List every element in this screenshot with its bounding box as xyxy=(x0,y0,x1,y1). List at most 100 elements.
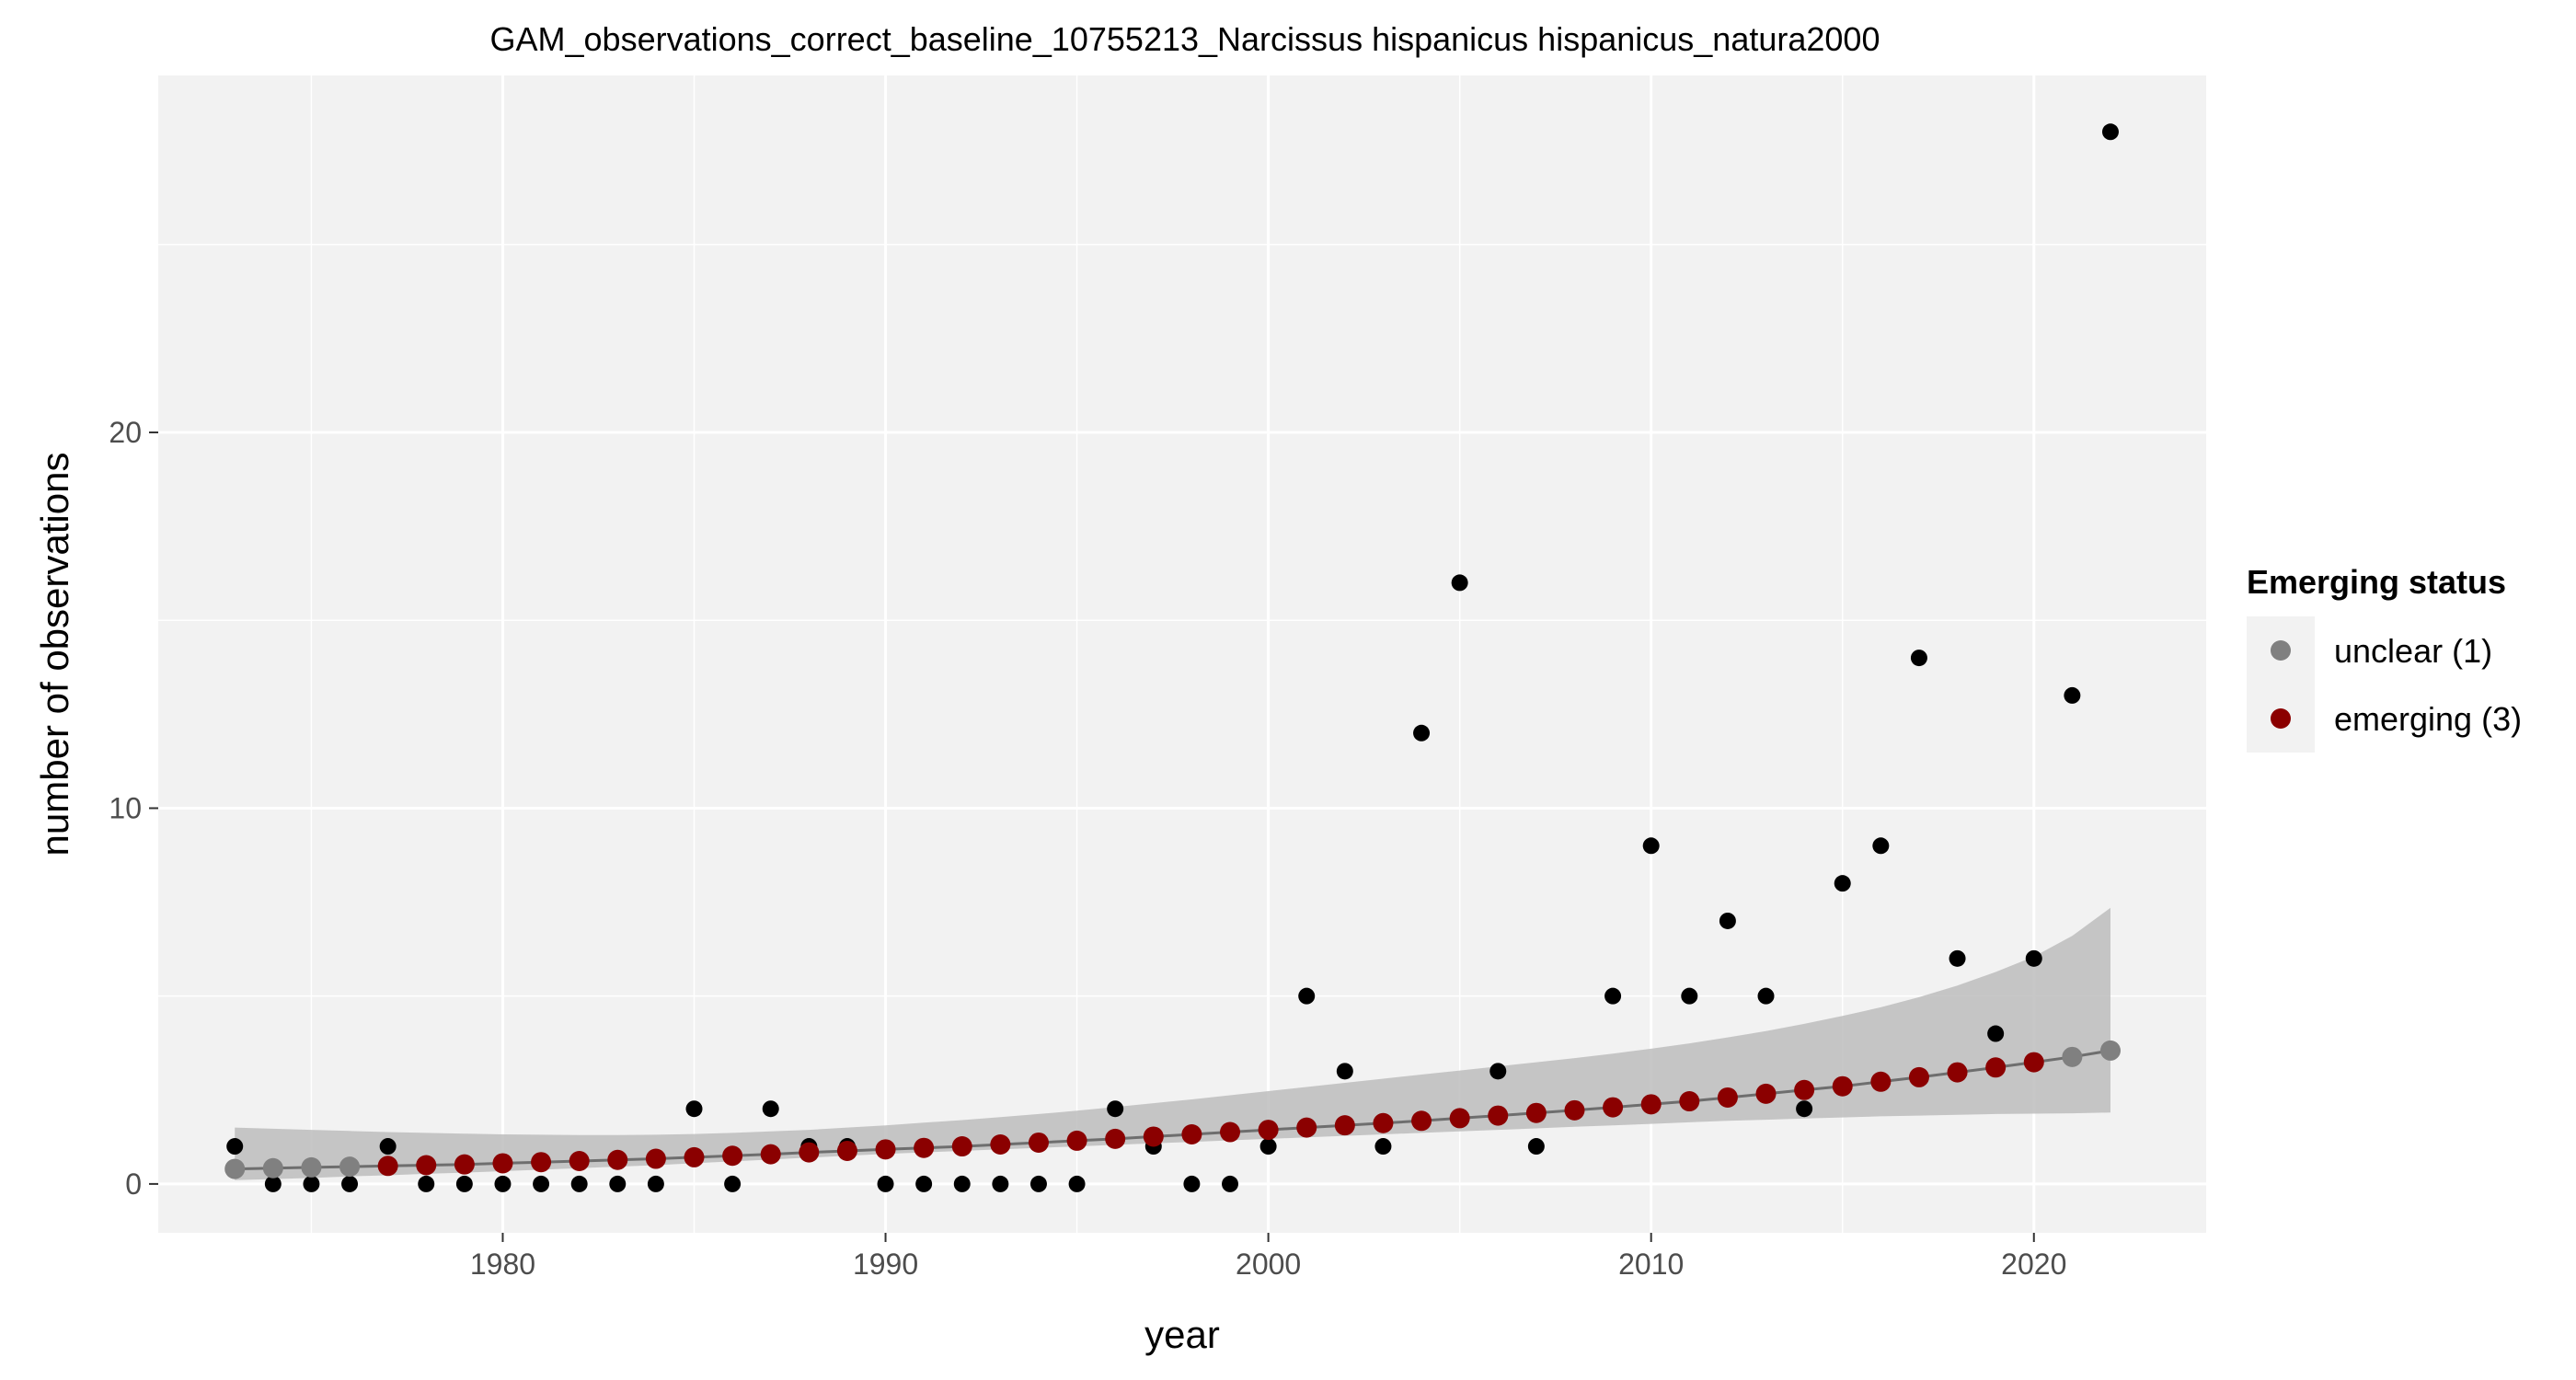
fitted-point-emerging xyxy=(1717,1087,1738,1108)
fitted-point-emerging xyxy=(1947,1062,1968,1083)
observed-point xyxy=(1796,1100,1813,1118)
observed-point xyxy=(533,1175,550,1192)
observed-point xyxy=(877,1175,894,1192)
fitted-point-emerging xyxy=(1143,1126,1164,1147)
fitted-point-emerging xyxy=(990,1134,1011,1156)
fitted-point-emerging xyxy=(454,1154,475,1175)
fitted-point-emerging xyxy=(1832,1075,1853,1097)
fitted-point-emerging xyxy=(569,1150,590,1171)
observed-point xyxy=(1604,987,1622,1005)
legend-key-emerging xyxy=(2271,708,2291,729)
observed-point xyxy=(1222,1175,1239,1192)
observed-point xyxy=(1259,1138,1277,1156)
observed-point xyxy=(1298,987,1316,1005)
fitted-point-unclear xyxy=(224,1158,246,1179)
observed-point xyxy=(953,1175,971,1192)
observed-point xyxy=(494,1175,512,1192)
fitted-point-emerging xyxy=(2023,1052,2044,1073)
observed-point xyxy=(570,1175,588,1192)
observed-point xyxy=(455,1175,473,1192)
fitted-points xyxy=(224,1040,2121,1179)
fitted-point-emerging xyxy=(760,1144,781,1165)
observed-point xyxy=(1949,949,1966,967)
legend-key-unclear xyxy=(2271,640,2291,661)
observed-point xyxy=(1107,1100,1124,1118)
fitted-point-emerging xyxy=(1679,1091,1700,1112)
x-tick-label: 2020 xyxy=(2001,1248,2066,1281)
fitted-point-emerging xyxy=(799,1142,820,1163)
legend-key-background xyxy=(2247,616,2315,753)
observed-point xyxy=(1642,837,1660,855)
observed-point xyxy=(1413,724,1431,742)
observed-point xyxy=(915,1175,933,1192)
fitted-point-emerging xyxy=(1525,1102,1547,1123)
fitted-point-emerging xyxy=(1258,1120,1279,1141)
fitted-point-emerging xyxy=(914,1137,935,1158)
observed-point xyxy=(1029,1175,1047,1192)
observed-point xyxy=(2101,123,2119,141)
y-tick-label: 20 xyxy=(109,416,142,449)
x-tick-label: 2010 xyxy=(1618,1248,1684,1281)
observed-point xyxy=(762,1100,779,1118)
x-axis: 1980 1990 2000 2010 2020 xyxy=(470,1233,2066,1281)
fitted-point-emerging xyxy=(1755,1083,1777,1104)
fitted-point-emerging xyxy=(1028,1132,1049,1153)
observed-point xyxy=(1910,650,1927,667)
fitted-point-emerging xyxy=(377,1156,398,1177)
fitted-point-emerging xyxy=(1985,1057,2007,1078)
observed-point xyxy=(1068,1175,1086,1192)
observed-point xyxy=(609,1175,627,1192)
observed-point xyxy=(1987,1025,2005,1042)
fitted-point-unclear xyxy=(2062,1046,2083,1067)
grid xyxy=(158,75,2206,1233)
legend-title: Emerging status xyxy=(2247,563,2506,601)
fitted-point-emerging xyxy=(1220,1121,1241,1143)
observed-point xyxy=(2064,686,2081,704)
observed-point xyxy=(1834,875,1851,892)
fitted-point-emerging xyxy=(1794,1079,1815,1100)
fitted-point-emerging xyxy=(1373,1112,1394,1133)
observed-point xyxy=(724,1175,742,1192)
fitted-point-emerging xyxy=(875,1139,896,1160)
fitted-point-emerging xyxy=(492,1153,513,1174)
observed-point xyxy=(303,1175,320,1192)
y-axis: 0 10 20 xyxy=(109,416,158,1201)
fitted-point-emerging xyxy=(416,1155,437,1176)
observed-point xyxy=(2025,949,2042,967)
fitted-point-emerging xyxy=(1564,1099,1585,1121)
fitted-point-emerging xyxy=(684,1146,705,1167)
fitted-point-emerging xyxy=(1640,1094,1662,1115)
observed-point xyxy=(226,1138,244,1156)
chart-title: GAM_observations_correct_baseline_107552… xyxy=(490,20,1880,58)
fitted-point-emerging xyxy=(1449,1108,1470,1129)
observed-point xyxy=(1719,912,1736,929)
fitted-point-emerging xyxy=(645,1148,666,1169)
y-tick-label: 0 xyxy=(125,1167,142,1201)
observed-point xyxy=(1336,1063,1353,1080)
fitted-point-emerging xyxy=(607,1149,628,1170)
legend-label-emerging: emerging (3) xyxy=(2334,700,2522,738)
x-tick-label: 1990 xyxy=(853,1248,918,1281)
x-tick-label: 2000 xyxy=(1236,1248,1301,1281)
confidence-ribbon xyxy=(235,907,2111,1180)
fitted-point-unclear xyxy=(262,1157,283,1179)
observed-point xyxy=(379,1138,397,1156)
observed-point xyxy=(647,1175,664,1192)
fitted-point-unclear xyxy=(2099,1040,2121,1061)
observed-point xyxy=(1527,1138,1545,1156)
legend-label-unclear: unclear (1) xyxy=(2334,632,2492,670)
fitted-point-emerging xyxy=(1603,1097,1624,1118)
fitted-point-emerging xyxy=(531,1152,552,1173)
observed-point xyxy=(1183,1175,1201,1192)
observed-point xyxy=(1451,574,1468,592)
x-axis-label: year xyxy=(1144,1313,1220,1356)
observed-point xyxy=(1374,1138,1392,1156)
observed-point xyxy=(1872,837,1890,855)
observed-point xyxy=(341,1175,359,1192)
fitted-point-unclear xyxy=(301,1156,322,1178)
observed-point xyxy=(1681,987,1698,1005)
y-tick-label: 10 xyxy=(109,791,142,824)
fitted-point-emerging xyxy=(836,1140,857,1161)
fitted-point-unclear xyxy=(339,1156,361,1178)
